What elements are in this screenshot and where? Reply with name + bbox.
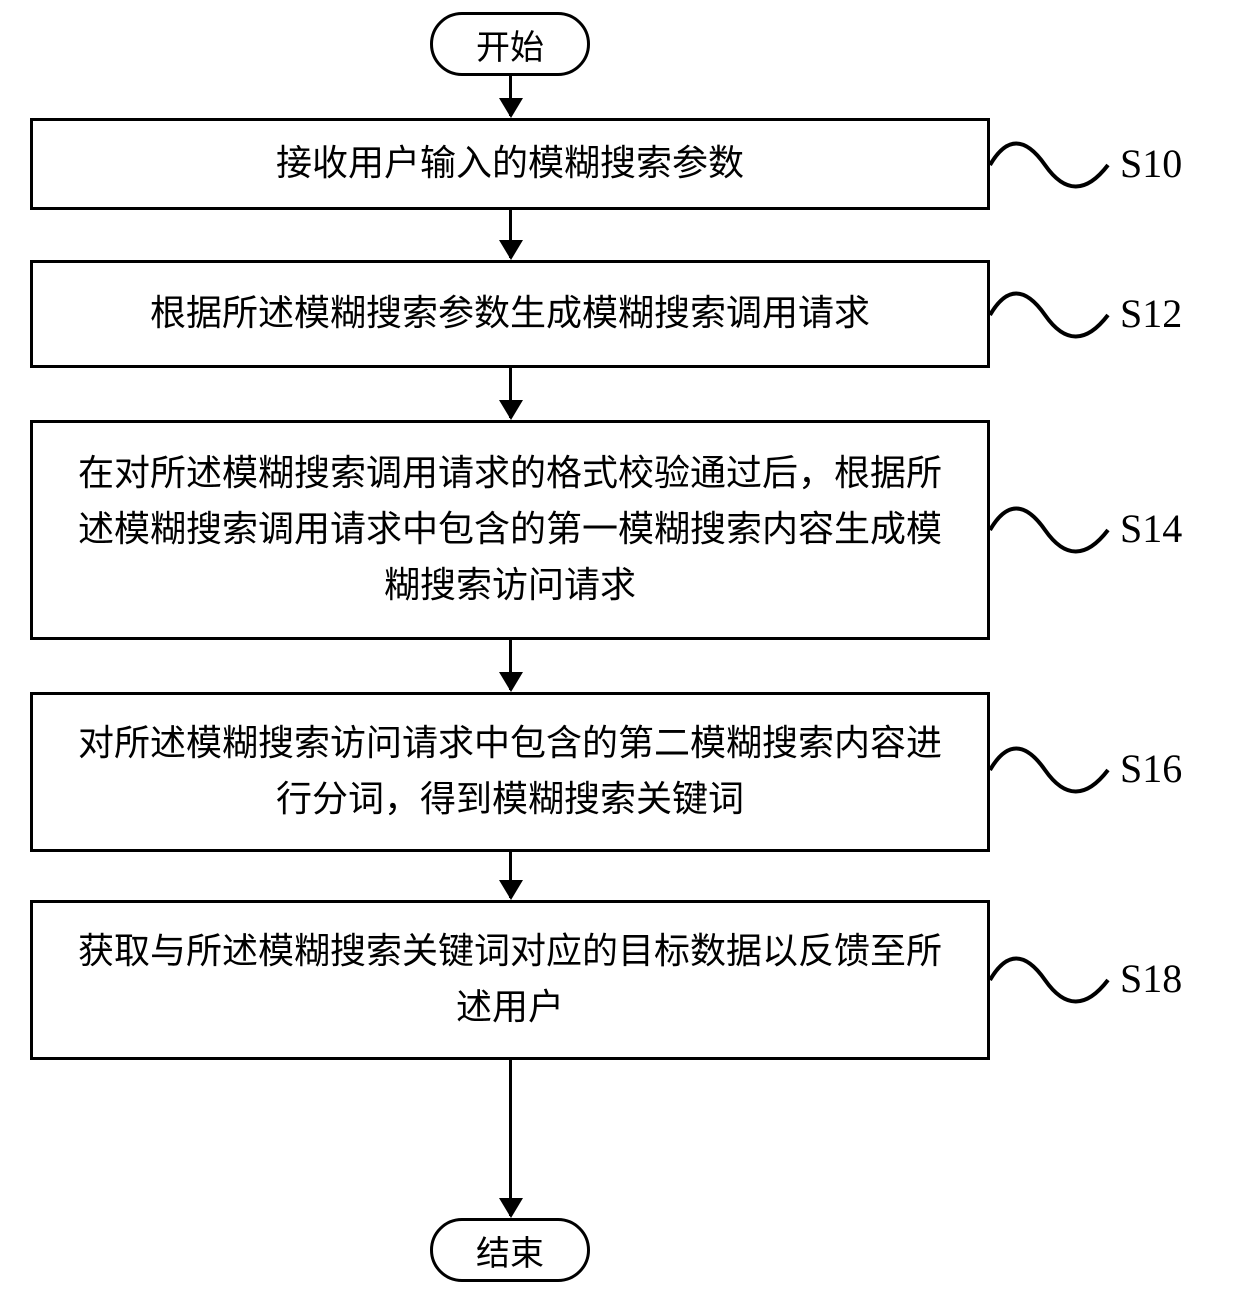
arrow	[509, 76, 512, 116]
step-s10: 接收用户输入的模糊搜索参数	[30, 118, 990, 210]
step-label-s16: S16	[1120, 745, 1182, 792]
step-text: 接收用户输入的模糊搜索参数	[276, 136, 744, 192]
arrow	[509, 1060, 512, 1216]
wave-connector	[990, 130, 1110, 200]
arrow	[509, 368, 512, 418]
step-label-s18: S18	[1120, 955, 1182, 1002]
terminator-start-label: 开始	[476, 20, 544, 69]
flowchart-container: 开始 接收用户输入的模糊搜索参数 S10 根据所述模糊搜索参数生成模糊搜索调用请…	[0, 0, 1240, 1292]
step-label-s10: S10	[1120, 140, 1182, 187]
arrow	[509, 640, 512, 690]
step-text: 根据所述模糊搜索参数生成模糊搜索调用请求	[150, 286, 870, 342]
arrow	[509, 210, 512, 258]
step-s16: 对所述模糊搜索访问请求中包含的第二模糊搜索内容进行分词，得到模糊搜索关键词	[30, 692, 990, 852]
step-label-s14: S14	[1120, 505, 1182, 552]
terminator-end: 结束	[430, 1218, 590, 1282]
wave-connector	[990, 735, 1110, 805]
step-label-s12: S12	[1120, 290, 1182, 337]
step-s14: 在对所述模糊搜索调用请求的格式校验通过后，根据所述模糊搜索调用请求中包含的第一模…	[30, 420, 990, 640]
wave-connector	[990, 495, 1110, 565]
arrow	[509, 852, 512, 898]
wave-connector	[990, 280, 1110, 350]
step-text: 对所述模糊搜索访问请求中包含的第二模糊搜索内容进行分词，得到模糊搜索关键词	[63, 716, 957, 828]
wave-connector	[990, 945, 1110, 1015]
terminator-start: 开始	[430, 12, 590, 76]
step-text: 在对所述模糊搜索调用请求的格式校验通过后，根据所述模糊搜索调用请求中包含的第一模…	[63, 446, 957, 613]
step-s12: 根据所述模糊搜索参数生成模糊搜索调用请求	[30, 260, 990, 368]
terminator-end-label: 结束	[476, 1226, 544, 1275]
step-s18: 获取与所述模糊搜索关键词对应的目标数据以反馈至所述用户	[30, 900, 990, 1060]
step-text: 获取与所述模糊搜索关键词对应的目标数据以反馈至所述用户	[63, 924, 957, 1036]
